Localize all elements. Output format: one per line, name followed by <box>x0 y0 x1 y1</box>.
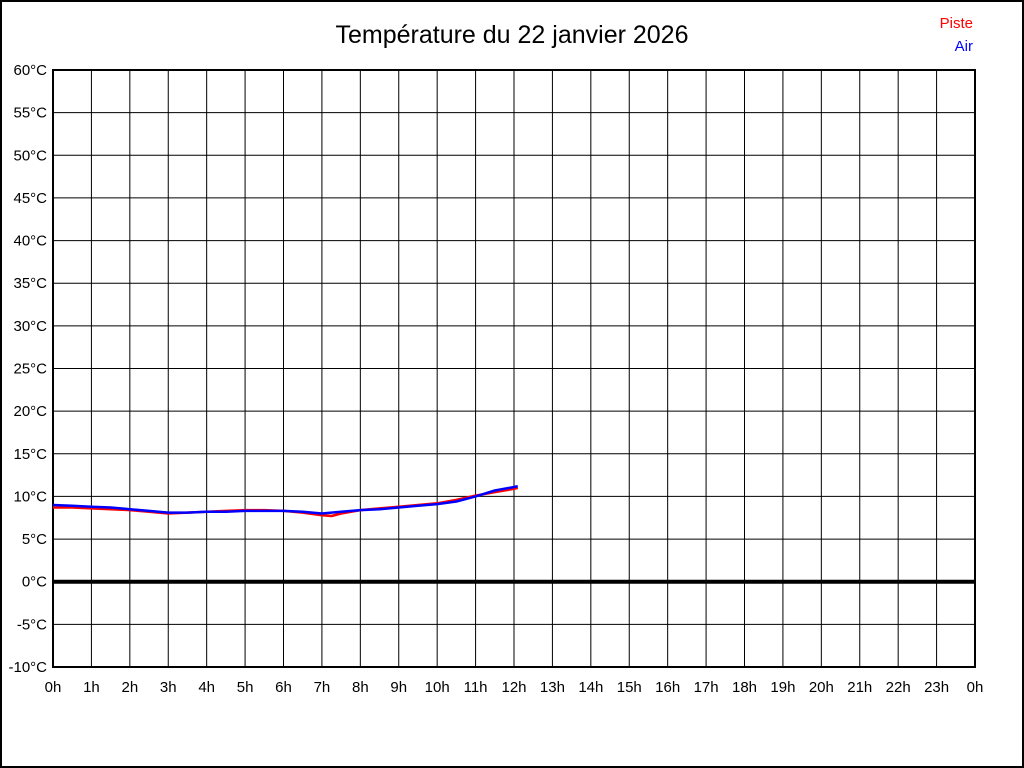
x-axis-tick-label: 12h <box>501 679 526 696</box>
y-axis-tick-label: -10°C <box>8 659 47 676</box>
chart-legend: Piste Air <box>940 12 973 58</box>
x-axis-tick-label: 8h <box>352 679 369 696</box>
x-axis-tick-label: 13h <box>540 679 565 696</box>
x-axis-tick-label: 16h <box>655 679 680 696</box>
x-axis-tick-label: 22h <box>886 679 911 696</box>
x-axis-tick-label: 7h <box>314 679 331 696</box>
x-axis-tick-label: 21h <box>847 679 872 696</box>
y-axis-tick-label: 15°C <box>13 446 47 463</box>
x-axis-tick-label: 3h <box>160 679 177 696</box>
y-axis-tick-label: 40°C <box>13 233 47 250</box>
x-axis-tick-label: 18h <box>732 679 757 696</box>
x-axis-tick-label: 14h <box>578 679 603 696</box>
x-axis-tick-label: 0h <box>967 679 984 696</box>
legend-item-piste: Piste <box>939 15 973 32</box>
x-axis-tick-label: 6h <box>275 679 292 696</box>
legend-item-air: Air <box>954 38 973 55</box>
chart-title: Température du 22 janvier 2026 <box>335 21 689 49</box>
y-axis-tick-label: 10°C <box>13 488 47 505</box>
y-axis-tick-label: 45°C <box>13 190 47 207</box>
y-axis-tick-label: 20°C <box>13 403 47 420</box>
x-axis-tick-label: 0h <box>45 679 62 696</box>
x-axis-tick-label: 2h <box>121 679 138 696</box>
y-axis-tick-label: 25°C <box>13 361 47 378</box>
y-axis-tick-label: 35°C <box>13 275 47 292</box>
x-axis-tick-label: 17h <box>694 679 719 696</box>
plot-frame <box>52 69 976 668</box>
x-axis-tick-label: 1h <box>83 679 100 696</box>
x-axis-tick-label: 20h <box>809 679 834 696</box>
y-axis-tick-label: 50°C <box>13 147 47 164</box>
x-axis-tick-label: 4h <box>198 679 215 696</box>
y-axis-tick-label: 55°C <box>13 105 47 122</box>
y-axis-tick-label: 0°C <box>22 574 47 591</box>
x-axis-tick-label: 9h <box>390 679 407 696</box>
x-axis-tick-label: 15h <box>617 679 642 696</box>
y-axis-tick-label: 60°C <box>13 62 47 79</box>
x-axis-tick-label: 19h <box>770 679 795 696</box>
x-axis-tick-label: 23h <box>924 679 949 696</box>
y-axis-tick-label: 5°C <box>22 531 47 548</box>
y-axis-tick-label: 30°C <box>13 318 47 335</box>
x-axis-tick-label: 10h <box>425 679 450 696</box>
series-line-air <box>52 484 519 515</box>
x-axis-tick-label: 5h <box>237 679 254 696</box>
x-axis-tick-label: 11h <box>464 679 488 696</box>
y-axis-tick-label: -5°C <box>17 616 47 633</box>
